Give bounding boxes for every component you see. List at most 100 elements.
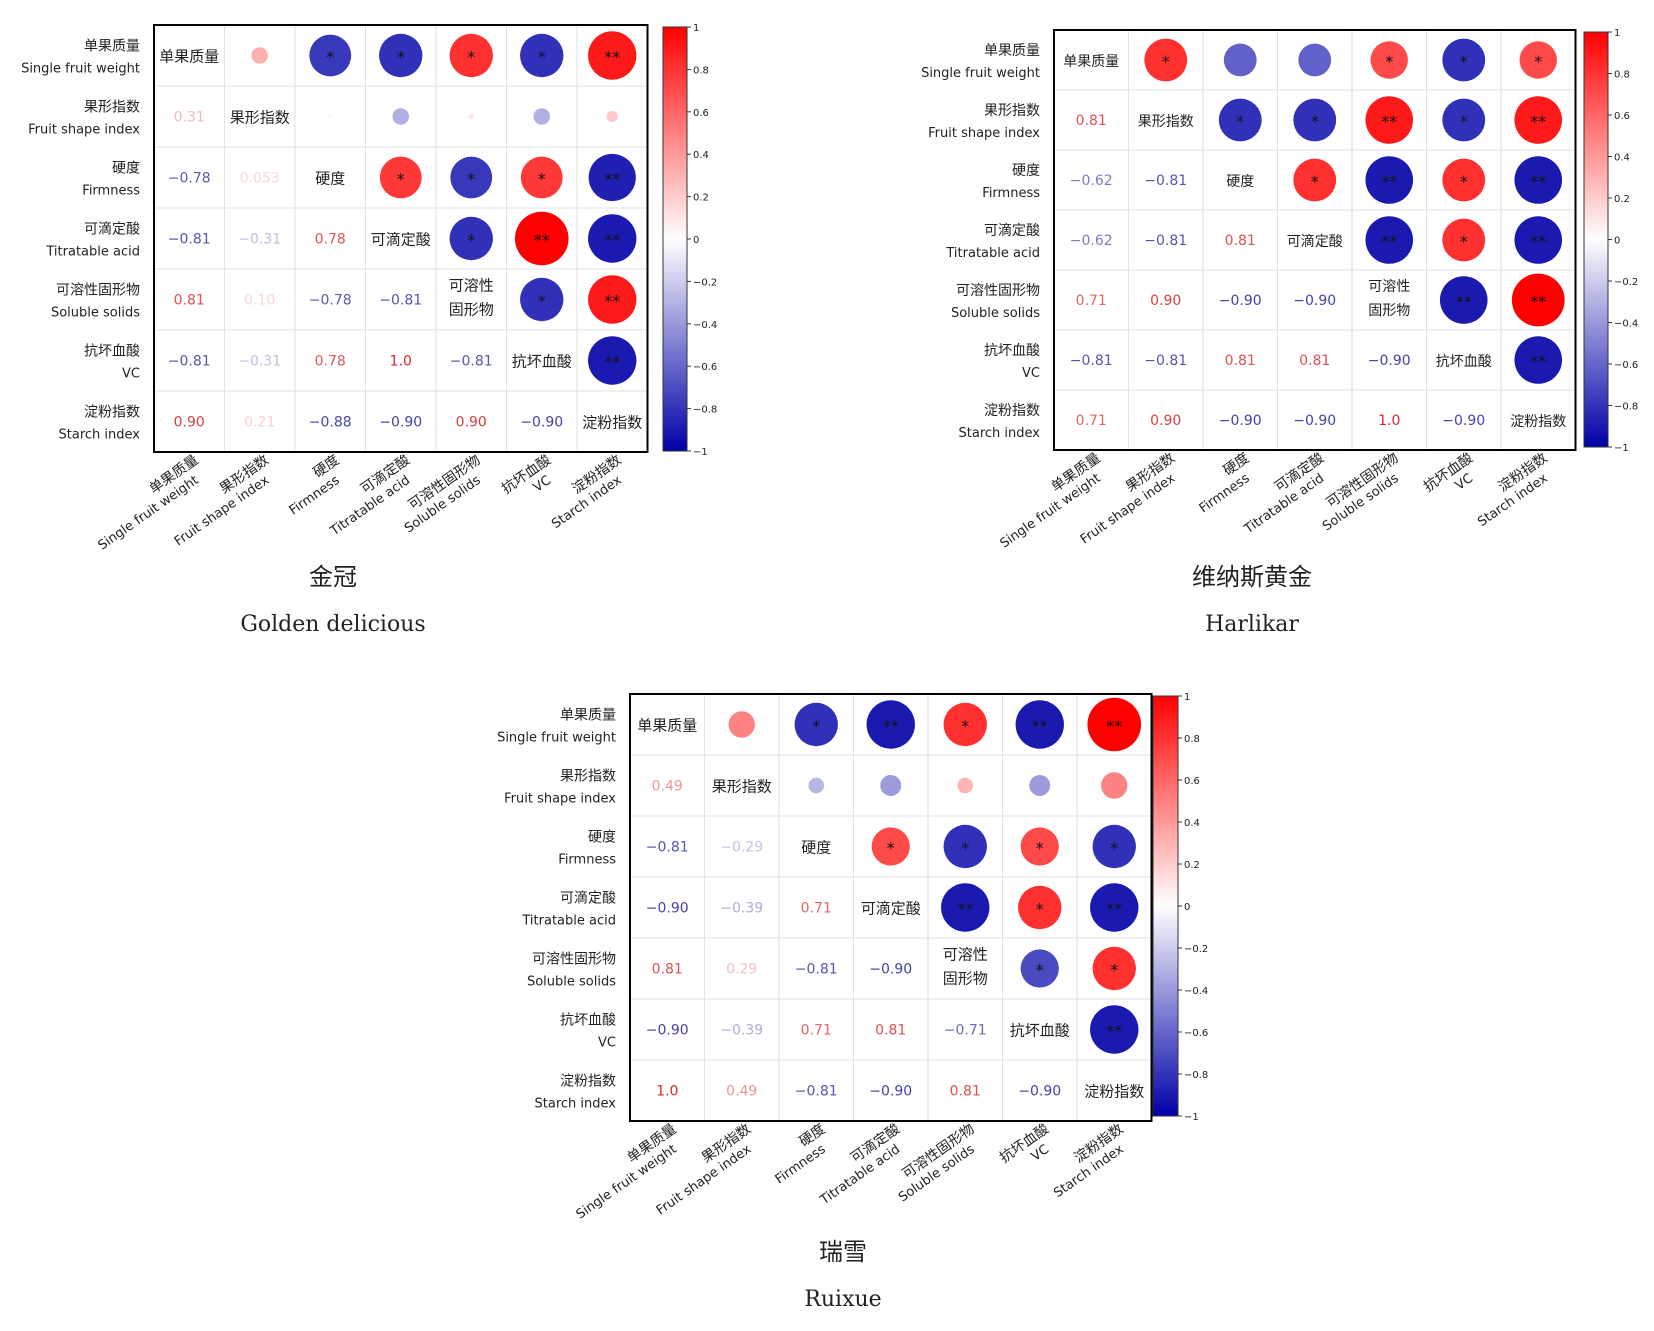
- colorbar-tick-label: −0.8: [1184, 1070, 1208, 1081]
- diagonal-label: 单果质量: [159, 48, 219, 66]
- correlation-value: 0.81: [174, 293, 205, 309]
- colorbar-tick-label: 0.4: [1184, 818, 1200, 829]
- correlation-circle: [449, 33, 493, 78]
- significance-mark: *: [397, 48, 405, 67]
- row-label-cn: 可滴定酸: [84, 221, 140, 238]
- diagonal-label: 单果质量: [1063, 54, 1119, 70]
- correlation-circle: [1511, 273, 1565, 327]
- colorbar-tick-label: 0.2: [1184, 860, 1200, 871]
- correlation-value: 0.29: [726, 962, 757, 978]
- correlation-circle: [1442, 98, 1486, 142]
- correlation-circle: [1514, 96, 1563, 144]
- correlation-value: −0.31: [238, 354, 281, 370]
- correlation-value: −0.31: [238, 232, 281, 248]
- row-label-en: Titratable acid: [521, 914, 616, 929]
- correlation-value: 0.78: [315, 354, 346, 370]
- row-label-en: Soluble solids: [51, 306, 140, 321]
- correlation-circle: [379, 156, 422, 199]
- column-label-cn: 硬度: [1220, 450, 1252, 479]
- colorbar: [662, 26, 688, 452]
- correlation-circle: [1223, 43, 1257, 77]
- significance-mark: *: [1460, 172, 1468, 191]
- correlation-circle: [520, 33, 564, 78]
- significance-mark: **: [1530, 232, 1546, 251]
- caption-en: Golden delicious: [240, 612, 426, 637]
- correlation-value: 0.81: [1076, 113, 1107, 129]
- plot-frame: [629, 693, 1153, 1122]
- significance-mark: *: [961, 717, 969, 736]
- colorbar: [1583, 31, 1609, 448]
- plot-frame: [153, 24, 649, 453]
- correlation-circle: [1442, 218, 1486, 262]
- caption-cn: 金冠: [309, 563, 357, 591]
- row-label-en: Starch index: [959, 426, 1041, 441]
- diagonal-label: 淀粉指数: [1510, 414, 1566, 430]
- correlation-circle: [1092, 946, 1136, 991]
- row-label-cn: 可溶性固形物: [532, 952, 616, 968]
- correlation-circle: [588, 336, 637, 385]
- correlation-value: −0.90: [646, 901, 689, 917]
- diagonal-label: 硬度: [315, 170, 345, 188]
- significance-mark: *: [1110, 839, 1118, 858]
- colorbar-tick-label: 0.6: [1184, 776, 1200, 787]
- row-label-en: Single fruit weight: [497, 731, 616, 746]
- colorbar-tick-label: 1: [1614, 28, 1620, 39]
- diagonal-label: 可滴定酸: [861, 900, 921, 918]
- correlation-circle: [533, 108, 551, 125]
- correlation-circle: [392, 108, 410, 125]
- correlation-value: 0.90: [1150, 413, 1181, 429]
- correlation-circle: [588, 31, 637, 80]
- correlation-circle: [1090, 883, 1139, 932]
- diagonal-label: 可溶性: [943, 946, 988, 964]
- significance-mark: **: [1456, 292, 1472, 311]
- diagonal-label: 可溶性: [1368, 279, 1410, 295]
- diagonal-label: 可滴定酸: [1287, 233, 1343, 250]
- column-label-cn: 硬度: [310, 452, 342, 481]
- row-label-en: VC: [1022, 366, 1040, 381]
- caption-cn: 维纳斯黄金: [1192, 563, 1312, 591]
- diagonal-label: 果形指数: [230, 109, 290, 127]
- correlation-circle: [1218, 98, 1262, 142]
- correlation-value: −0.71: [944, 1023, 987, 1039]
- colorbar-tick-label: 0: [1184, 902, 1190, 913]
- correlation-value: 0.81: [652, 962, 683, 978]
- diagonal-label: 固形物: [1368, 303, 1410, 319]
- significance-mark: **: [1032, 717, 1048, 736]
- significance-mark: *: [812, 717, 820, 736]
- significance-mark: *: [1385, 52, 1393, 71]
- correlation-value: 0.81: [875, 1023, 906, 1039]
- diagonal-label: 果形指数: [712, 778, 772, 796]
- correlation-value: 0.71: [801, 1023, 832, 1039]
- correlation-circle: [957, 777, 974, 794]
- correlation-value: 0.71: [1076, 293, 1107, 309]
- caption-cn: 瑞雪: [819, 1238, 867, 1266]
- row-label-cn: 单果质量: [84, 39, 140, 55]
- significance-mark: *: [397, 170, 405, 189]
- correlation-value: 1.0: [390, 354, 412, 370]
- correlation-circle: [943, 702, 987, 747]
- colorbar-tick-label: 0.4: [693, 150, 709, 161]
- diagonal-label: 硬度: [1226, 174, 1254, 190]
- correlation-value: 0.90: [174, 415, 205, 431]
- correlation-circle: [1514, 216, 1563, 264]
- significance-mark: *: [467, 231, 475, 250]
- correlation-circle: [468, 113, 474, 120]
- correlation-value: −0.62: [1070, 233, 1113, 249]
- colorbar-tick-label: 0.6: [1614, 111, 1630, 122]
- colorbar-tick-label: −0.8: [693, 405, 717, 416]
- significance-mark: *: [538, 170, 546, 189]
- colorbar-tick-label: 0: [693, 235, 699, 246]
- correlation-circle: [1090, 1005, 1139, 1054]
- caption-en: Harlikar: [1205, 612, 1299, 637]
- significance-mark: *: [1311, 112, 1319, 131]
- correlation-value: −0.90: [379, 415, 422, 431]
- significance-mark: *: [1460, 232, 1468, 251]
- correlation-circle: [1365, 216, 1414, 264]
- significance-mark: *: [1162, 52, 1170, 71]
- diagonal-label: 淀粉指数: [582, 414, 642, 432]
- significance-mark: *: [467, 170, 475, 189]
- significance-mark: **: [604, 48, 620, 67]
- colorbar-tick-label: −0.6: [1614, 360, 1638, 371]
- heatmap-golden-delicious: 单果质量 * * * * **0.31 果形指数−0.78 0.053 硬度 * * * **−0.81…: [21, 23, 717, 553]
